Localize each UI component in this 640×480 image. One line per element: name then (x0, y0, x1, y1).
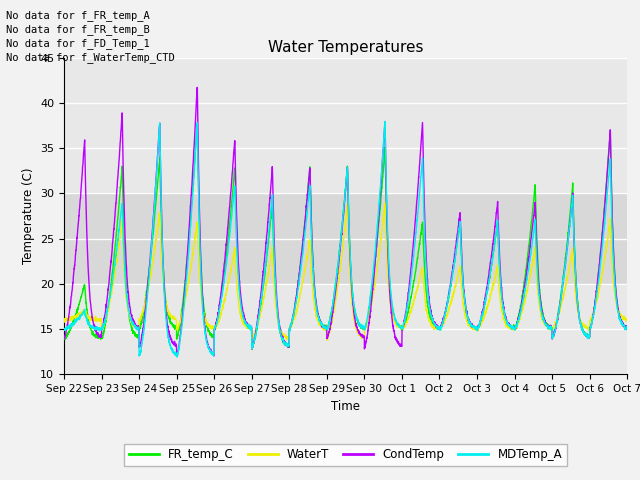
Title: Water Temperatures: Water Temperatures (268, 40, 423, 55)
Legend: FR_temp_C, WaterT, CondTemp, MDTemp_A: FR_temp_C, WaterT, CondTemp, MDTemp_A (124, 444, 567, 466)
X-axis label: Time: Time (331, 400, 360, 413)
Bar (64, 193, 627, 284)
Y-axis label: Temperature (C): Temperature (C) (22, 168, 35, 264)
Text: No data for f_FR_temp_A
No data for f_FR_temp_B
No data for f_FD_Temp_1
No data : No data for f_FR_temp_A No data for f_FR… (6, 10, 175, 63)
